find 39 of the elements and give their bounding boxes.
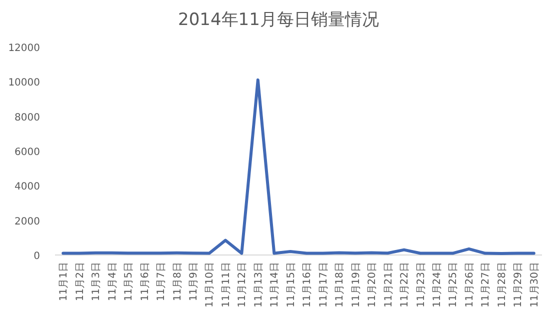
- x-tick-label: 11月16日: [302, 262, 314, 308]
- x-tick-label: 11月12日: [237, 262, 248, 308]
- x-tick-label: 11月25日: [448, 262, 460, 308]
- x-tick-label: 11月26日: [464, 262, 476, 308]
- x-tick-label: 11月1日: [58, 262, 70, 302]
- x-tick-label: 11月6日: [140, 262, 151, 302]
- x-tick-label: 11月21日: [383, 262, 394, 308]
- y-tick-label: 8000: [14, 112, 40, 124]
- x-tick-label: 11月30日: [529, 262, 540, 308]
- line-series: [62, 78, 536, 255]
- x-tick-label: 11月15日: [286, 262, 297, 308]
- y-tick-label: 6000: [14, 147, 40, 158]
- x-tick-label: 11月5日: [124, 262, 135, 302]
- x-tick-label: 11月27日: [480, 262, 492, 308]
- x-tick-label: 11月22日: [400, 262, 411, 308]
- x-tick-label: 11月29日: [513, 262, 524, 308]
- y-tick-label: 10000: [8, 78, 40, 89]
- x-tick-label: 11月24日: [432, 262, 443, 308]
- y-tick-label: 2000: [14, 216, 40, 228]
- x-tick-label: 11月14日: [270, 262, 281, 308]
- x-tick-label: 11月17日: [318, 262, 330, 308]
- x-tick-label: 11月2日: [74, 262, 86, 302]
- x-tick-label: 11月10日: [204, 262, 216, 308]
- x-tick-label: 11月20日: [367, 262, 378, 308]
- y-tick-label: 0: [34, 251, 40, 262]
- x-tick-label: 11月28日: [496, 262, 508, 308]
- x-tick-label: 11月13日: [253, 262, 264, 308]
- x-tick-label: 11月3日: [91, 262, 102, 302]
- chart-title: 2014年11月每日销量情况: [178, 10, 379, 30]
- y-tick-label: 12000: [8, 43, 40, 54]
- x-tick-label: 11月11日: [220, 262, 232, 308]
- x-tick-label: 11月18日: [334, 262, 346, 308]
- x-tick-label: 11月23日: [416, 262, 427, 308]
- y-tick-label: 4000: [14, 182, 40, 193]
- x-tick-label: 11月8日: [172, 262, 184, 302]
- x-tick-label: 11月19日: [350, 262, 362, 308]
- x-tick-label: 11月7日: [156, 262, 168, 302]
- x-tick-label: 11月9日: [188, 262, 200, 302]
- x-tick-label: 11月4日: [107, 262, 118, 302]
